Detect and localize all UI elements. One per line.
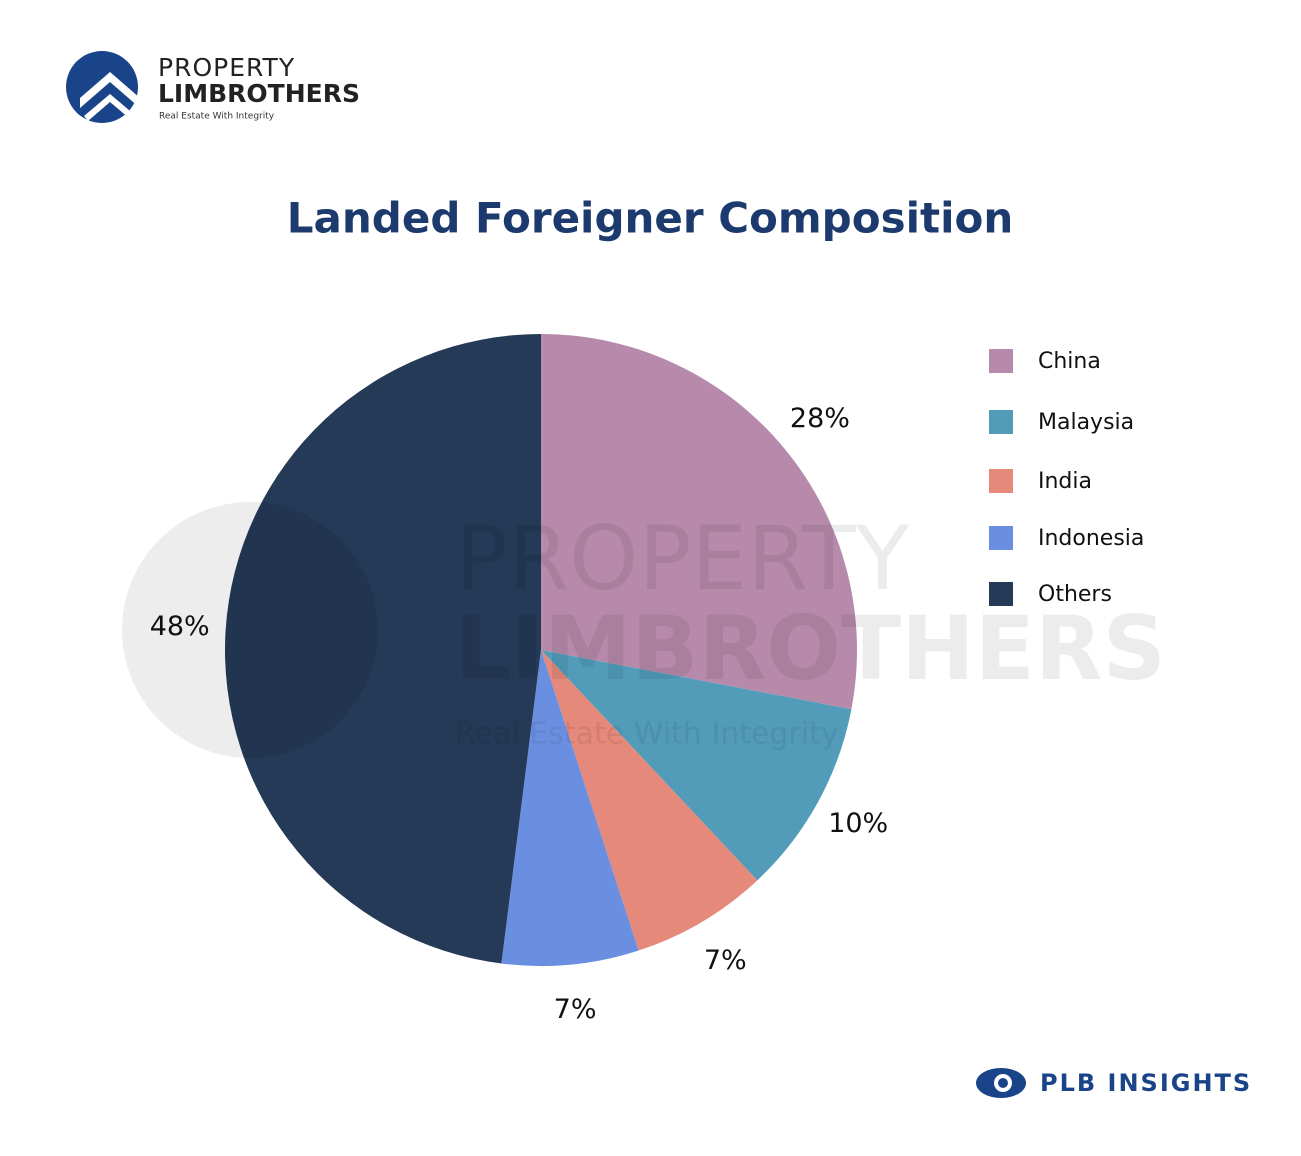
- watermark-text: Real Estate With Integrity: [455, 717, 839, 752]
- chart-title: Landed Foreigner Composition: [287, 194, 1013, 243]
- pie-slice: [541, 650, 852, 881]
- legend-label: Others: [1038, 582, 1112, 607]
- legend-swatch: [989, 526, 1013, 550]
- brand-bottom: LIMBROTHERS: [158, 79, 360, 108]
- watermark: PROPERTY LIMBROTHERS Real Estate With In…: [122, 502, 1166, 758]
- logo-chevron: [80, 72, 140, 108]
- data-label: 10%: [828, 808, 888, 839]
- data-label: 48%: [150, 611, 210, 642]
- pie-slice: [501, 650, 639, 967]
- watermark-text: LIMBROTHERS: [455, 597, 1166, 700]
- legend-swatch: [989, 410, 1013, 434]
- pie-slice: [541, 650, 758, 951]
- pie-slice: [541, 334, 857, 710]
- data-label: 7%: [704, 945, 747, 976]
- eye-icon: [998, 1078, 1008, 1088]
- brand-top: PROPERTY: [158, 53, 295, 82]
- legend-swatch: [989, 582, 1013, 606]
- legend-label: Indonesia: [1038, 526, 1144, 551]
- data-label: 28%: [790, 403, 850, 434]
- pie-slice: [224, 334, 541, 964]
- pie: [224, 334, 857, 967]
- watermark-circle: [122, 502, 378, 758]
- footer-logo: [976, 1068, 1026, 1098]
- logo: [66, 51, 140, 124]
- watermark-text: PROPERTY: [455, 507, 910, 610]
- legend: China Malaysia India Indonesia Others: [989, 349, 1144, 607]
- footer-brand: PLB INSIGHTS: [1040, 1069, 1252, 1097]
- logo-chevron: [84, 94, 136, 124]
- data-label: 7%: [554, 994, 597, 1025]
- legend-label: India: [1038, 469, 1092, 494]
- legend-swatch: [989, 349, 1013, 373]
- legend-label: Malaysia: [1038, 410, 1134, 435]
- tagline: Real Estate With Integrity: [159, 112, 275, 122]
- legend-label: China: [1038, 349, 1101, 374]
- legend-swatch: [989, 469, 1013, 493]
